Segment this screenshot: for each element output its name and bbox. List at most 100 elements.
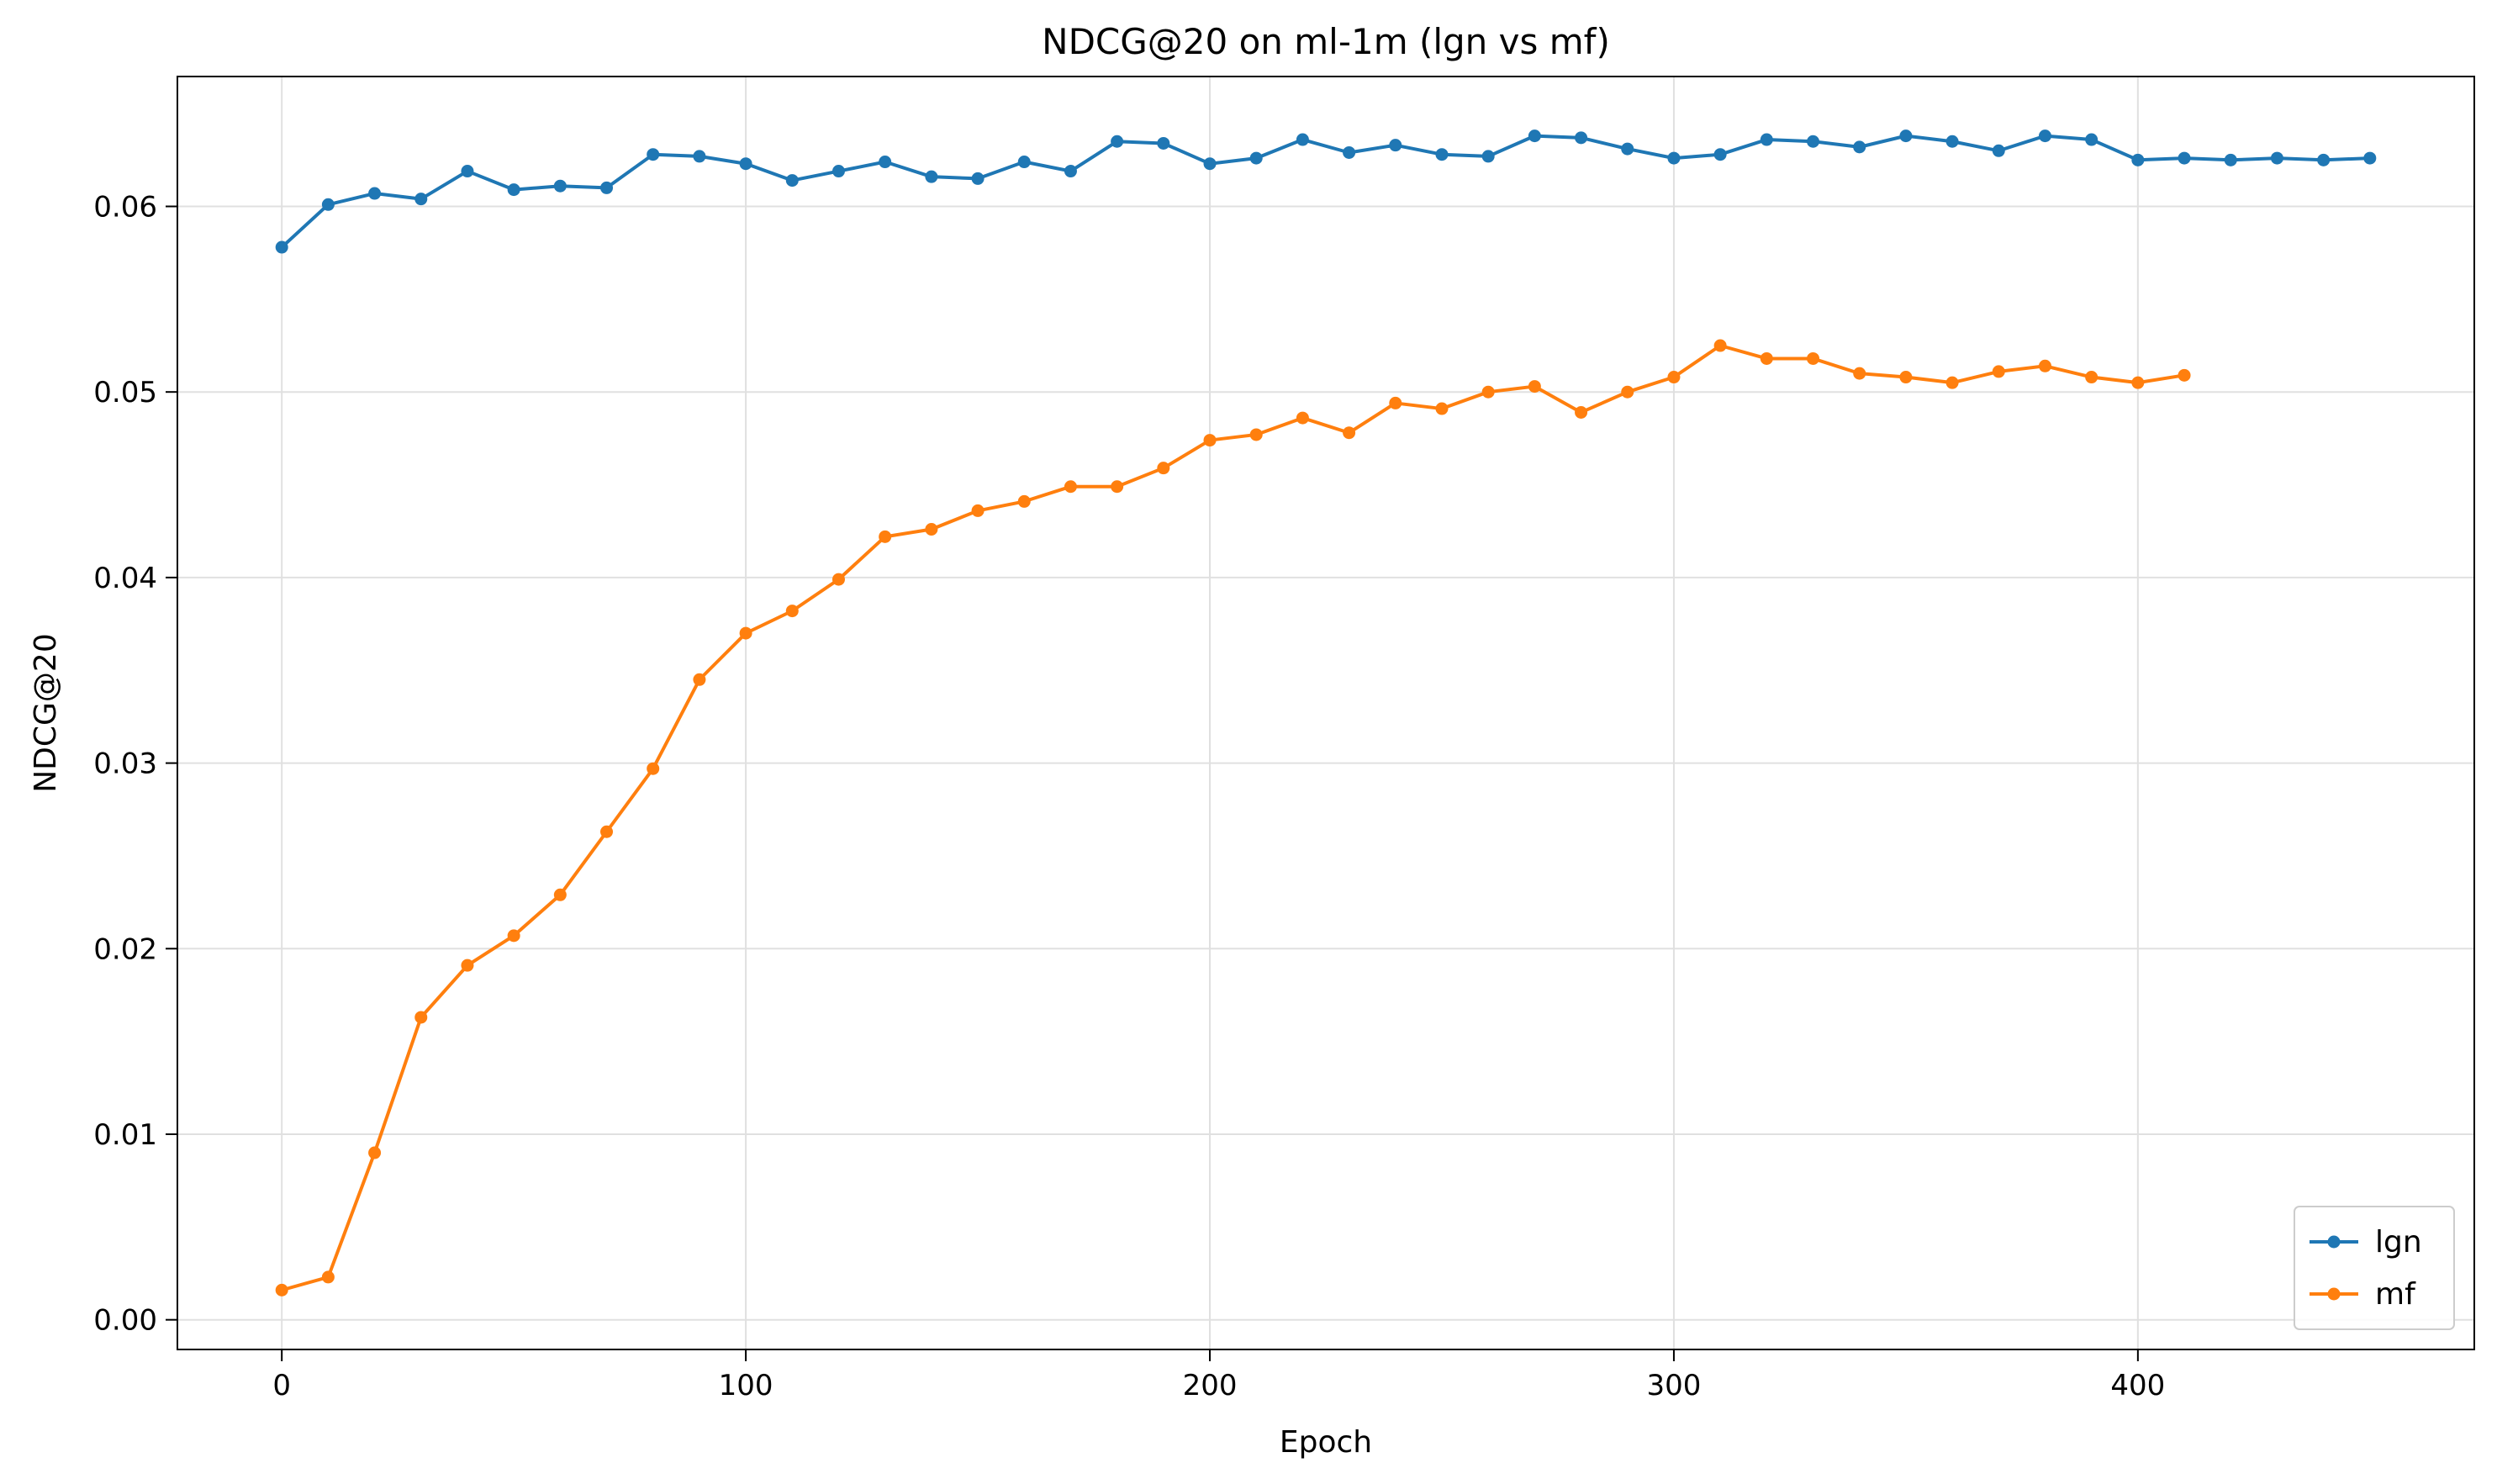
series-mf-point	[275, 1283, 288, 1297]
series-lgn-point	[507, 183, 520, 197]
series-mf-point	[2178, 368, 2191, 382]
y-tick-label: 0.06	[93, 190, 157, 224]
y-axis: 0.00 0.01 0.02 0.03 0.04 0.05 0.06	[93, 190, 177, 1338]
series-layer	[275, 129, 2377, 1297]
series-mf-point	[1064, 480, 1077, 494]
series-mf-point	[831, 573, 845, 586]
series-mf-point	[321, 1270, 335, 1284]
series-lgn-point	[368, 187, 382, 200]
series-mf-point	[1621, 385, 1634, 399]
series-mf-point	[2085, 371, 2098, 384]
series-mf-point	[2038, 359, 2051, 372]
series-lgn-point	[2363, 151, 2377, 165]
series-mf-line	[280, 344, 2187, 1292]
x-tick-label: 300	[1646, 1369, 1701, 1402]
legend-swatch-marker	[2327, 1287, 2341, 1301]
series-lgn-point	[1111, 135, 1124, 148]
series-lgn-point	[693, 150, 706, 163]
series-lgn-point	[1621, 142, 1634, 156]
legend-item-lgn: lgn	[2310, 1225, 2422, 1260]
series-lgn-point	[1481, 150, 1495, 163]
series-lgn-point	[739, 157, 752, 171]
grid-lines	[177, 77, 2474, 1349]
series-mf-point	[971, 504, 985, 517]
series-lgn-point	[275, 240, 288, 254]
y-tick-label: 0.04	[93, 562, 157, 595]
plot-area-frame	[177, 76, 2475, 1350]
legend-label: mf	[2375, 1277, 2416, 1312]
series-lgn-point	[1992, 144, 2005, 157]
series-mf-point	[1945, 376, 1959, 389]
legend: lgn mf	[2294, 1206, 2455, 1330]
series-lgn-point	[414, 193, 428, 206]
series-lgn-point	[1760, 133, 1773, 146]
series-lgn-point	[1296, 133, 1309, 146]
y-tick-label: 0.01	[93, 1118, 157, 1152]
series-mf-point	[507, 929, 520, 943]
series-mf-point	[368, 1146, 382, 1159]
series-lgn	[275, 129, 2377, 254]
series-lgn-point	[647, 148, 660, 161]
x-axis: 0 100 200 300 400	[272, 1349, 2165, 1402]
series-lgn-point	[2178, 151, 2191, 165]
x-tick-label: 0	[272, 1369, 291, 1402]
series-lgn-point	[1017, 156, 1031, 169]
series-mf-point	[739, 626, 752, 640]
series-mf-point	[693, 673, 706, 686]
series-lgn-point	[831, 165, 845, 178]
series-mf-point	[1435, 402, 1449, 415]
series-mf-point	[1807, 351, 1820, 365]
series-mf-point	[1296, 411, 1309, 425]
y-tick-label: 0.05	[93, 376, 157, 409]
series-mf-point	[414, 1011, 428, 1024]
series-lgn-point	[600, 181, 614, 194]
series-lgn-point	[553, 179, 567, 193]
series-lgn-point	[2224, 153, 2237, 166]
series-lgn-point	[2270, 151, 2283, 165]
series-lgn-point	[1203, 157, 1217, 171]
series-lgn-point	[925, 170, 938, 183]
series-mf-point	[925, 523, 938, 536]
series-lgn-line	[280, 134, 2372, 250]
series-lgn-point	[1945, 135, 1959, 148]
legend-label: lgn	[2375, 1225, 2422, 1260]
series-lgn-point	[1528, 129, 1541, 143]
y-tick-label: 0.03	[93, 747, 157, 781]
x-tick-label: 200	[1183, 1369, 1238, 1402]
series-lgn-point	[1435, 148, 1449, 161]
series-lgn-point	[1064, 165, 1077, 178]
series-mf-point	[1899, 371, 1913, 384]
series-lgn-point	[2038, 129, 2051, 143]
series-mf-point	[1528, 380, 1541, 393]
series-lgn-point	[1899, 129, 1913, 143]
series-mf-point	[1017, 494, 1031, 508]
x-axis-label: Epoch	[1280, 1425, 1372, 1460]
series-mf-point	[785, 605, 799, 618]
series-lgn-point	[879, 156, 892, 169]
series-lgn-point	[2317, 153, 2331, 166]
series-lgn-point	[971, 172, 985, 185]
series-mf	[275, 339, 2191, 1297]
series-mf-point	[1713, 339, 1727, 352]
chart-title: NDCG@20 on ml-1m (lgn vs mf)	[1042, 21, 1610, 62]
series-lgn-point	[461, 165, 474, 178]
series-mf-point	[1760, 351, 1773, 365]
legend-box	[2294, 1206, 2455, 1330]
y-tick-label: 0.02	[93, 932, 157, 966]
series-mf-point	[1111, 480, 1124, 494]
series-lgn-point	[2085, 133, 2098, 146]
series-mf-point	[1853, 367, 1866, 380]
series-lgn-point	[1807, 135, 1820, 148]
series-mf-point	[1157, 462, 1170, 475]
series-mf-point	[1481, 385, 1495, 399]
y-tick-label: 0.00	[93, 1304, 157, 1338]
series-mf-point	[461, 959, 474, 972]
series-mf-point	[1203, 434, 1217, 447]
series-lgn-point	[1157, 136, 1170, 150]
series-lgn-point	[321, 198, 335, 211]
series-mf-point	[1389, 396, 1402, 409]
series-mf-point	[879, 530, 892, 543]
